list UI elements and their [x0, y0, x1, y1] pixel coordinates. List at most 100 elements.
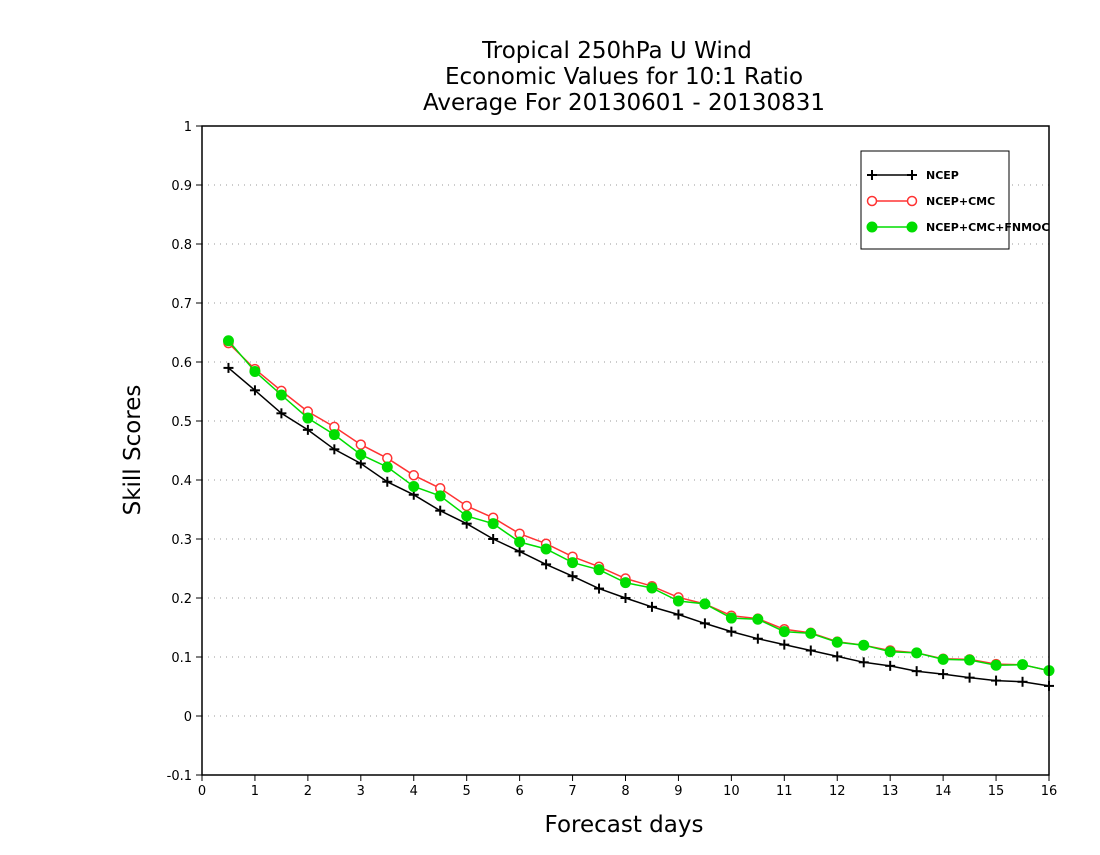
x-tick-label: 15: [988, 784, 1005, 799]
x-tick-label: 2: [304, 784, 312, 799]
x-tick-label: 13: [882, 784, 899, 799]
x-tick-label: 8: [621, 784, 629, 799]
series-ncep-point: [991, 675, 1002, 686]
x-tick-label: 4: [410, 784, 418, 799]
series-ncep-cmc-fnmoc-point: [275, 389, 287, 401]
series-ncep-point: [673, 609, 684, 620]
series-ncep-cmc-fnmoc-point: [620, 577, 631, 589]
series-ncep-cmc-fnmoc-point: [672, 595, 684, 607]
series-ncep-point: [646, 601, 657, 612]
x-tick-label: 3: [357, 784, 365, 799]
series-ncep-cmc-fnmoc-point: [408, 480, 420, 492]
series-ncep-cmc-fnmoc-point: [964, 654, 976, 666]
series-ncep-point: [382, 476, 393, 487]
x-tick-label: 6: [515, 784, 523, 799]
series-ncep-cmc-fnmoc-point: [805, 627, 817, 639]
y-axis-title: Skill Scores: [120, 385, 146, 516]
series-ncep-point: [514, 546, 525, 557]
series-ncep-cmc-fnmoc-point: [884, 646, 896, 658]
y-tick-label: 0.8: [171, 238, 192, 253]
legend-item-ncep-cmc-fnmoc-end-point: [906, 221, 918, 233]
legend-item-ncep-cmc-label: NCEP+CMC: [926, 195, 995, 208]
series-ncep-cmc-fnmoc-point: [487, 518, 499, 530]
series-ncep-point: [302, 424, 313, 435]
y-tick-label: 0: [184, 710, 192, 725]
y-tick-label: -0.1: [167, 769, 192, 784]
series-ncep-point: [779, 639, 790, 650]
x-tick-label: 1: [251, 784, 259, 799]
chart-title: Tropical 250hPa U Wind Economic Values f…: [423, 38, 825, 116]
series-ncep-point: [329, 444, 340, 455]
x-tick-label: 10: [723, 784, 740, 799]
series-ncep-point: [858, 657, 869, 668]
legend: NCEP NCEP+CMC NCEP+CMC+FNMOC: [860, 150, 1049, 250]
legend-item-ncep-cmc-fnmoc: NCEP+CMC+FNMOC: [866, 221, 1049, 234]
series-ncep-point: [223, 362, 234, 373]
y-tick-label: 0.1: [171, 651, 192, 666]
series-ncep-cmc-fnmoc-point: [302, 412, 314, 424]
x-tick-label: 16: [1041, 784, 1058, 799]
x-tick-label: 14: [935, 784, 952, 799]
series-ncep-cmc-fnmoc-point: [540, 543, 552, 555]
legend-item-ncep: NCEP: [867, 169, 959, 182]
series-ncep-cmc-fnmoc-point: [514, 536, 526, 548]
series-ncep-point: [435, 505, 446, 516]
series-ncep-cmc-fnmoc-point: [381, 461, 393, 473]
series-ncep-cmc-fnmoc-line: [227, 340, 1050, 672]
series-layer: [222, 335, 1055, 691]
series-ncep-point: [911, 666, 922, 677]
x-axis-title: Forecast days: [545, 812, 704, 838]
legend-item-ncep-end-point: [907, 170, 917, 180]
legend-item-ncep-cmc-fnmoc-start-point: [866, 221, 878, 233]
legend-item-ncep-start-point: [867, 170, 877, 180]
y-tick-label: 0.4: [171, 474, 192, 489]
series-ncep-point: [699, 618, 710, 629]
series-ncep-cmc-fnmoc-point: [752, 613, 764, 625]
series-ncep-point: [805, 645, 816, 656]
series-ncep-point: [355, 458, 366, 469]
series-ncep-cmc-fnmoc-point: [699, 598, 711, 610]
y-tick-label: 0.7: [171, 297, 192, 312]
series-ncep-cmc-point: [355, 439, 367, 450]
series-ncep-cmc-fnmoc-point: [831, 636, 843, 648]
y-tick-label: 0.9: [171, 179, 192, 194]
chart-title-line-2: Economic Values for 10:1 Ratio: [445, 64, 803, 90]
ticks-layer: -0.100.10.20.30.40.50.60.70.80.910 1 2 3 4 5 6…: [167, 120, 1058, 799]
series-ncep-point: [541, 559, 552, 570]
legend-item-ncep-label: NCEP: [926, 169, 959, 182]
series-ncep-cmc-fnmoc-point: [937, 653, 949, 665]
series-ncep-point: [276, 408, 287, 419]
series-ncep-cmc-fnmoc-point: [911, 647, 923, 659]
y-tick-label: 0.6: [171, 356, 192, 371]
legend-item-ncep-cmc-fnmoc-label: NCEP+CMC+FNMOC: [926, 221, 1049, 234]
series-ncep-point: [964, 672, 975, 683]
series-ncep-cmc-point: [382, 452, 393, 464]
series-ncep-cmc-fnmoc-point: [778, 626, 790, 638]
series-ncep-cmc-fnmoc-point: [1017, 659, 1029, 671]
y-tick-label: 1: [184, 120, 192, 135]
series-ncep-cmc-fnmoc-point: [725, 612, 737, 624]
series-ncep-cmc-fnmoc-point: [249, 365, 261, 377]
series-ncep-point: [1017, 676, 1028, 687]
y-tick-label: 0.2: [171, 592, 192, 607]
plot-frame: [201, 125, 1050, 776]
x-tick-label: 5: [463, 784, 471, 799]
series-ncep-cmc-point: [408, 470, 419, 481]
series-ncep-cmc-point: [461, 500, 472, 512]
series-ncep-point: [249, 385, 260, 396]
x-tick-label: 9: [674, 784, 682, 799]
series-ncep-cmc: [223, 337, 1055, 676]
x-tick-label: 0: [198, 784, 206, 799]
series-ncep-cmc-fnmoc-point: [461, 510, 473, 522]
grid-layer: [202, 184, 1049, 717]
series-ncep-cmc-line: [227, 342, 1050, 672]
series-ncep-cmc-fnmoc-point: [328, 429, 340, 441]
series-ncep-cmc-fnmoc: [222, 335, 1055, 677]
series-ncep-cmc-fnmoc-point: [593, 564, 605, 576]
legend-box: [860, 150, 1010, 250]
series-ncep-point: [488, 534, 499, 544]
x-tick-label: 11: [776, 784, 793, 799]
series-ncep-point: [938, 669, 949, 680]
